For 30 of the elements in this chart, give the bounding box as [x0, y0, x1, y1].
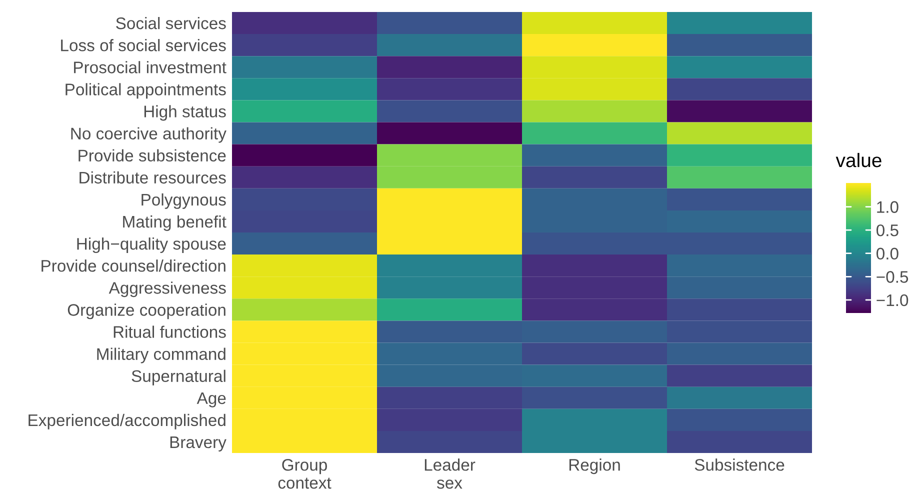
y-tick-label: Organize cooperation	[68, 304, 226, 320]
y-tick-label: High−quality spouse	[77, 237, 226, 254]
y-tick-label: Bravery	[170, 436, 226, 452]
y-tick-label: Distribute resources	[80, 171, 226, 184]
y-tick-label: No coercive authority	[71, 127, 226, 143]
y-tick-label: Political appointments	[66, 83, 226, 99]
y-tick-label: Experienced/accomplished	[28, 414, 226, 430]
x-tick-label: Subsistence	[694, 458, 784, 471]
y-tick-label: Provide subsistence	[78, 149, 226, 162]
y-tick-label: Social services	[116, 16, 226, 30]
x-tick-label: Leader sex	[424, 458, 476, 489]
y-tick-label: Polygynous	[142, 193, 226, 209]
y-tick-label: Provide counsel/direction	[42, 260, 226, 272]
color-bar-label: −1.0	[876, 294, 908, 306]
y-tick-label: Ritual functions	[114, 326, 226, 338]
y-tick-label: Supernatural	[132, 370, 226, 386]
color-bar-label: 0.5	[876, 224, 898, 236]
color-bar-title: value	[836, 152, 882, 168]
y-tick-label: Military command	[97, 348, 226, 364]
color-bar-label: 1.0	[877, 201, 898, 213]
y-tick-label: High status	[144, 105, 226, 121]
x-tick-label: Group context	[278, 458, 332, 489]
color-bar-label: −0.5	[876, 271, 908, 283]
y-tick-label: Loss of social services	[61, 39, 226, 52]
y-tick-label: Aggressiveness	[108, 282, 226, 298]
y-tick-label: Mating benefit	[123, 215, 226, 231]
y-tick-label: Age	[196, 392, 226, 408]
y-tick-label: Prosocial investment	[74, 61, 226, 74]
x-tick-label: Region	[569, 458, 620, 474]
color-bar-label: 0.0	[876, 248, 898, 260]
